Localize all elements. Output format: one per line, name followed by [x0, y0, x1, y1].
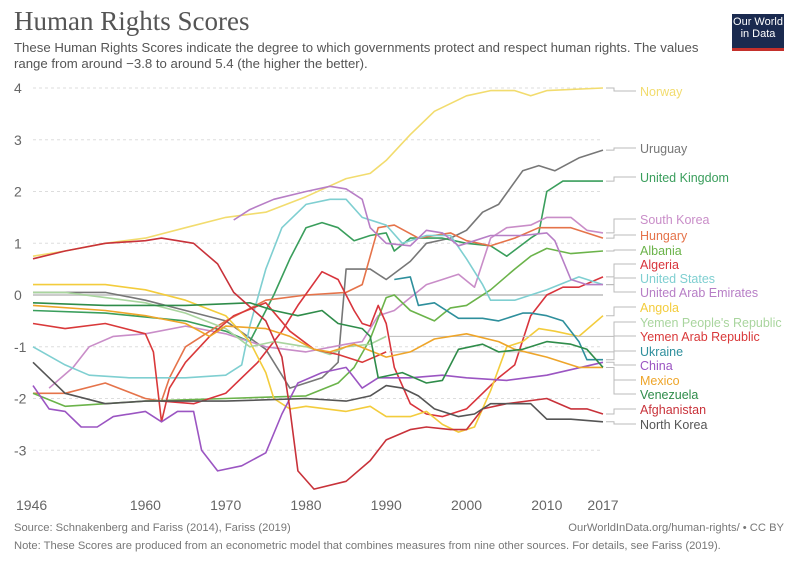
label-connector — [606, 277, 636, 286]
series-line-norway — [32, 87, 604, 257]
series-line-mexico — [32, 304, 603, 369]
x-tick-label: 1970 — [210, 497, 241, 513]
owid-logo[interactable]: Our World in Data — [732, 14, 784, 51]
series-line-algeria — [161, 270, 604, 418]
series-label[interactable]: Hungary — [640, 229, 688, 243]
label-connector — [606, 87, 636, 92]
series-label[interactable]: Algeria — [640, 258, 679, 272]
series-line-yemen-arab-republic — [32, 302, 387, 423]
label-connector — [606, 176, 636, 182]
x-tick-label: 1990 — [371, 497, 402, 513]
x-tick-label: 2017 — [587, 497, 618, 513]
chart-title: Human Rights Scores — [14, 6, 250, 36]
y-tick-label: -2 — [14, 391, 27, 407]
x-tick-label: 1980 — [290, 497, 321, 513]
label-connector — [606, 366, 636, 381]
series-label[interactable]: Angola — [640, 301, 679, 315]
url-link[interactable]: OurWorldInData.org/human-rights/ • CC BY — [568, 522, 784, 534]
label-connector — [606, 366, 636, 395]
series-label[interactable]: South Korea — [640, 213, 710, 227]
series-line-china — [32, 361, 604, 472]
series-line-ukraine — [394, 276, 603, 361]
note-text: Note: These Scores are produced from an … — [14, 540, 721, 552]
series-label[interactable]: United Kingdom — [640, 171, 729, 185]
y-tick-label: 3 — [14, 132, 22, 148]
chart-subtitle: These Human Rights Scores indicate the d… — [14, 40, 699, 71]
label-connector — [389, 321, 636, 337]
source-text: Source: Schnakenberg and Fariss (2014), … — [14, 522, 291, 534]
series-line-uruguay — [33, 149, 604, 389]
series-label[interactable]: China — [640, 359, 673, 373]
series-label[interactable]: United States — [640, 272, 715, 286]
series-label[interactable]: Ukraine — [640, 345, 683, 359]
y-tick-label: 4 — [14, 80, 22, 96]
series-line-venezuela — [32, 302, 604, 384]
x-tick-label: 1960 — [130, 497, 161, 513]
label-connector — [606, 263, 636, 278]
series-label[interactable]: Venezuela — [640, 388, 698, 402]
series-label[interactable]: United Arab Emirates — [640, 286, 758, 300]
series-label[interactable]: Mexico — [640, 374, 680, 388]
series-label[interactable]: Afghanistan — [640, 403, 706, 417]
series-line-north-korea — [32, 361, 604, 423]
series-label[interactable]: Yemen Arab Republic — [640, 330, 760, 344]
label-connector — [606, 284, 636, 293]
series-line-yemen-people-s-republic — [33, 291, 387, 356]
label-connector — [606, 350, 636, 361]
y-tick-label: -1 — [14, 339, 27, 355]
series-label[interactable]: Norway — [640, 85, 683, 99]
y-tick-label: 0 — [14, 287, 22, 303]
series-label[interactable]: Yemen People's Republic — [640, 316, 782, 330]
label-connector — [606, 421, 636, 425]
series-line-angola — [33, 283, 604, 433]
series-label[interactable]: Uruguay — [640, 142, 688, 156]
series-line-afghanistan — [32, 237, 604, 490]
series-line-albania — [32, 247, 604, 408]
x-tick-label: 1946 — [16, 497, 47, 513]
label-connector — [606, 408, 636, 415]
series-line-united-kingdom — [32, 180, 603, 343]
series-label[interactable]: North Korea — [640, 418, 707, 432]
label-connector — [606, 218, 636, 234]
y-tick-label: 2 — [14, 184, 22, 200]
x-tick-label: 2010 — [531, 497, 562, 513]
label-connector — [606, 147, 636, 151]
label-connector — [606, 234, 636, 239]
x-tick-label: 2000 — [451, 497, 482, 513]
y-tick-label: -3 — [14, 442, 27, 458]
series-label[interactable]: Albania — [640, 244, 682, 258]
label-connector — [606, 361, 636, 366]
label-connector — [606, 306, 636, 317]
series-line-united-states — [32, 198, 604, 379]
label-connector — [606, 249, 636, 252]
y-tick-label: 1 — [14, 235, 22, 251]
series-line-united-arab-emirates — [233, 185, 603, 286]
